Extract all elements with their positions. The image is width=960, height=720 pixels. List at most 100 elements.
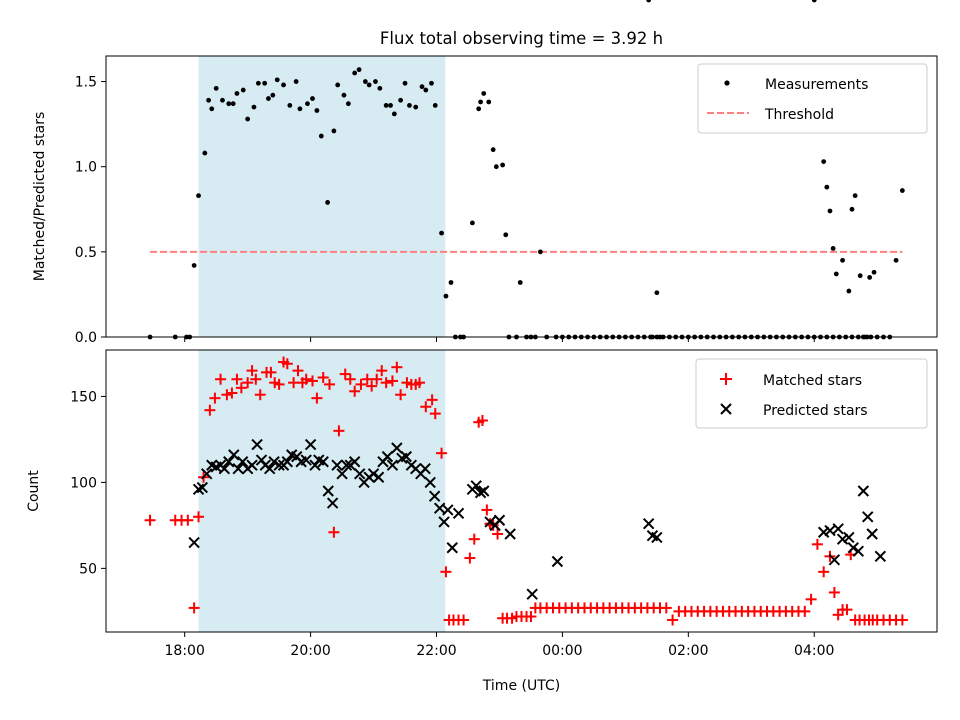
predicted-stars-series (188, 438, 887, 600)
measurement-point (331, 128, 337, 134)
matched-star-point (468, 533, 480, 545)
measurement-point (391, 111, 397, 117)
matched-star-point (841, 604, 853, 616)
measurement-point (871, 269, 877, 275)
measurement-point (654, 290, 660, 296)
matched-star-point (458, 614, 470, 626)
predicted-star-point (246, 459, 258, 471)
legend-measurements-marker (724, 80, 730, 86)
matched-star-point (273, 378, 285, 390)
matched-star-point (525, 611, 537, 623)
matched-star-point (226, 387, 238, 399)
predicted-star-point (866, 528, 878, 540)
predicted-star-point (386, 459, 399, 471)
predicted-star-point (504, 528, 516, 540)
measurement-point (335, 82, 341, 88)
measurement-point (646, 0, 652, 3)
measurement-point (448, 280, 454, 285)
matched-star-point (349, 385, 361, 397)
predicted-star-point (232, 462, 244, 475)
predicted-star-point (478, 485, 490, 497)
top-legend: Measurements Threshold (697, 63, 928, 134)
predicted-star-point (847, 542, 859, 554)
measurement-point (383, 102, 389, 108)
measurement-point (402, 80, 408, 86)
matched-star-point (476, 415, 488, 426)
predicted-star-point (832, 523, 844, 535)
measurement-point (432, 102, 438, 108)
matched-star-point (235, 382, 247, 394)
predicted-star-point (526, 588, 538, 600)
measurement-point (537, 249, 543, 255)
top-y-axis-label: Matched/Predicted stars (32, 112, 48, 282)
predicted-star-point (326, 497, 339, 509)
matched-star-point (660, 602, 672, 614)
predicted-star-point (268, 456, 280, 468)
measurement-point (202, 150, 208, 156)
measurement-point (266, 96, 271, 101)
predicted-star-point (852, 545, 865, 557)
predicted-star-point (470, 480, 482, 492)
matched-star-point (440, 566, 452, 578)
predicted-star-point (367, 468, 380, 480)
shaded-region-rect (198, 350, 446, 632)
predicted-star-point (281, 456, 294, 468)
measurement-point (234, 91, 240, 96)
matched-star-point (420, 401, 432, 413)
predicted-star-point (273, 459, 285, 471)
matched-star-point (311, 392, 323, 404)
matched-star-point (376, 365, 388, 377)
matched-star-point (144, 514, 156, 526)
measurement-point (500, 162, 506, 168)
legend-measurements-label: Measurements (765, 77, 868, 93)
top-ytick-label: 1.0 (75, 160, 97, 176)
predicted-star-point (551, 555, 564, 568)
measurement-point (830, 246, 836, 251)
measurement-point (255, 80, 261, 86)
measurement-point (503, 232, 509, 238)
bottom-xtick-label: 02:00 (668, 643, 708, 659)
legend-predicted-label: Predicted stars (763, 403, 868, 419)
measurement-point (245, 116, 251, 122)
matched-star-point (667, 614, 679, 626)
predicted-star-point (372, 471, 385, 483)
measurement-point (857, 273, 863, 279)
predicted-star-point (419, 462, 431, 475)
matched-star-point (492, 528, 504, 540)
predicted-star-point (300, 454, 312, 466)
matched-star-point (333, 425, 345, 437)
matched-star-point (436, 447, 448, 459)
measurement-point (345, 101, 351, 107)
matched-star-point (254, 389, 266, 401)
top-ytick-label: 1.5 (75, 75, 97, 91)
measurement-point (419, 84, 425, 90)
matched-star-point (818, 566, 830, 578)
measurement-point (849, 206, 855, 212)
measurement-point (226, 101, 232, 107)
matched-star-point (361, 373, 373, 385)
measurement-point (490, 147, 496, 153)
measurement-point (824, 184, 830, 190)
bottom-shaded-region (198, 350, 446, 632)
matched-star-point (371, 373, 383, 385)
predicted-star-point (201, 468, 213, 480)
legend-predicted-marker (720, 403, 732, 415)
matched-star-point (281, 358, 293, 370)
measurement-point (341, 92, 347, 98)
measurement-point (305, 101, 310, 107)
measurement-point (429, 80, 434, 86)
matched-star-point (799, 605, 811, 617)
measurement-point (517, 280, 523, 285)
measurement-point (366, 82, 372, 88)
measurement-point (827, 208, 833, 214)
measurement-point (352, 70, 358, 76)
matched-star-point (328, 526, 340, 538)
measurement-point (893, 257, 899, 263)
measurement-point (310, 96, 315, 101)
bottom-xtick-label: 22:00 (416, 643, 456, 659)
predicted-star-point (251, 438, 263, 451)
predicted-star-point (317, 456, 329, 468)
measurement-point (209, 106, 215, 112)
measurement-point (270, 92, 276, 98)
measurement-point (274, 77, 280, 83)
